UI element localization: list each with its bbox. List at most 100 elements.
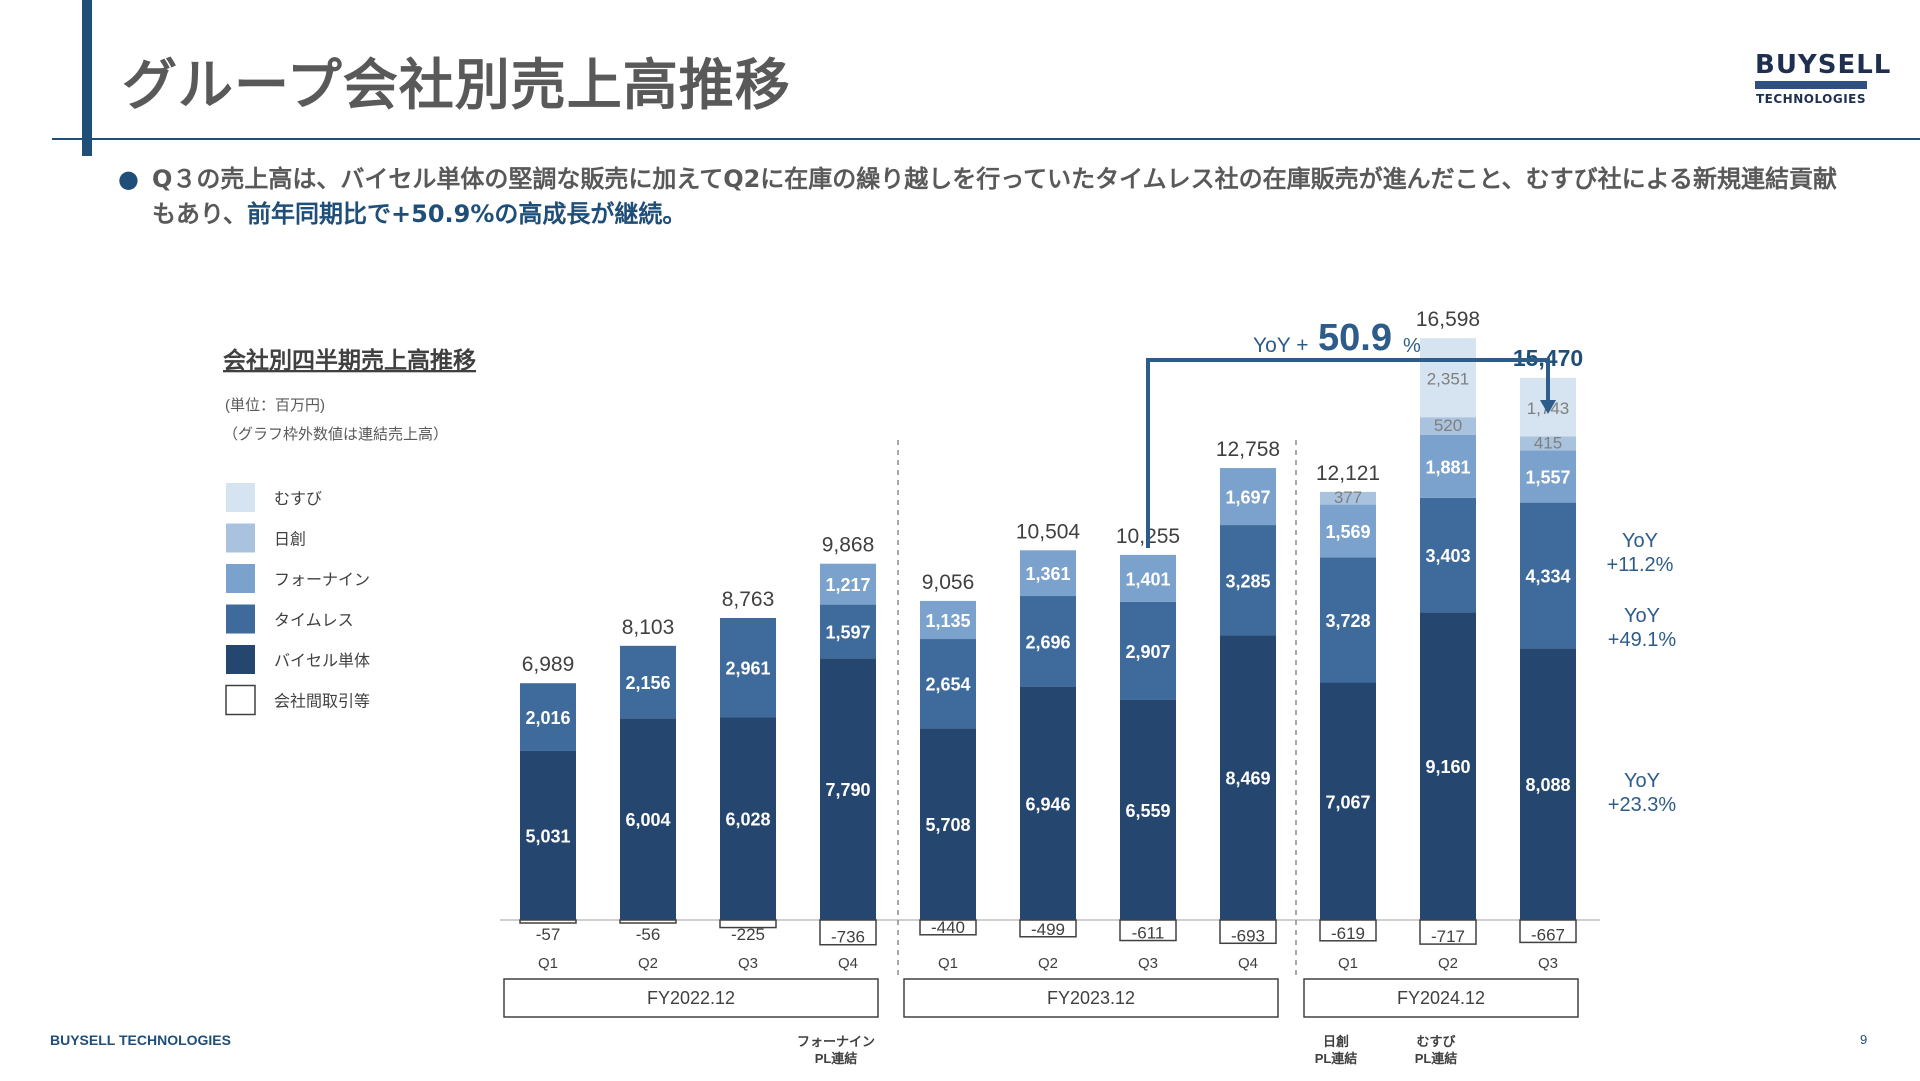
- accent-bar: [82, 0, 92, 156]
- category-label-9: Q2: [1438, 955, 1458, 972]
- yoy-main-suffix: %: [1403, 335, 1421, 357]
- yoy-arrow-line: [1146, 358, 1550, 548]
- legend-swatch-fourine: [226, 564, 255, 593]
- bar-label-timeless-10: 4,334: [1525, 566, 1570, 586]
- header-divider: [52, 138, 1920, 140]
- consolidation-note-2-line2: PL連結: [1415, 1051, 1458, 1066]
- elim-label-6: -611: [1132, 924, 1165, 943]
- bar-elim-7: [1219, 919, 1277, 945]
- category-label-6: Q3: [1138, 955, 1158, 972]
- yoy-side-fourine-line2: +11.2%: [1607, 554, 1674, 576]
- unit-note: (単位：百万円): [225, 397, 325, 414]
- summary-bullet: ● Q３の売上高は、バイセル単体の堅調な販売に加えてQ2に在庫の繰り越しを行って…: [118, 162, 1858, 232]
- bar-label-buysell-5: 6,946: [1025, 794, 1070, 814]
- bar-label-timeless-4: 2,654: [925, 675, 970, 695]
- legend-label-nissou: 日創: [274, 531, 306, 549]
- bar-buysell-10: [1520, 648, 1576, 920]
- bar-timeless-3: [820, 604, 876, 659]
- bar-buysell-4: [920, 728, 976, 920]
- bar-timeless-7: [1220, 525, 1276, 636]
- bar-label-timeless-9: 3,403: [1425, 546, 1470, 566]
- total-label-1: 8,103: [622, 616, 675, 639]
- category-label-7: Q4: [1238, 955, 1258, 972]
- bar-label-fourine-3: 1,217: [825, 575, 870, 595]
- elim-label-9: -717: [1431, 927, 1465, 946]
- bar-label-timeless-1: 2,156: [625, 673, 670, 693]
- bar-label-timeless-6: 2,907: [1125, 642, 1170, 662]
- bar-elim-6: [1119, 919, 1177, 942]
- bar-label-timeless-7: 3,285: [1225, 571, 1270, 591]
- elim-label-4: -440: [931, 918, 965, 937]
- bar-label-timeless-5: 2,696: [1025, 632, 1070, 652]
- elim-label-7: -693: [1231, 926, 1265, 945]
- legend-label-musubi: むすび: [274, 490, 322, 508]
- bar-label-buysell-1: 6,004: [625, 810, 670, 830]
- bar-label-nissou-8: 377: [1334, 488, 1362, 507]
- elim-label-2: -225: [731, 925, 765, 944]
- yoy-side-timeless-line1: YoY: [1624, 605, 1660, 627]
- legend-swatch-elim: [225, 684, 256, 716]
- sub-note: （グラフ枠外数値は連結売上高）: [223, 426, 448, 443]
- category-label-4: Q1: [938, 955, 958, 972]
- bar-timeless-8: [1320, 557, 1376, 683]
- bar-label-fourine-7: 1,697: [1225, 488, 1270, 508]
- bar-label-timeless-0: 2,016: [525, 708, 570, 728]
- legend-swatch-nissou: [226, 523, 255, 553]
- chart-title: 会社別四半期売上高推移: [223, 347, 476, 373]
- bar-label-musubi-9: 2,351: [1427, 370, 1470, 389]
- bar-elim-10: [1519, 919, 1577, 944]
- bar-buysell-9: [1420, 612, 1476, 920]
- consolidation-note-0-line1: フォーナイン: [797, 1034, 875, 1049]
- bar-label-nissou-9: 520: [1434, 416, 1462, 435]
- total-label-0: 6,989: [522, 653, 575, 676]
- bar-elim-8: [1319, 919, 1377, 942]
- footer-brand: BUYSELL TECHNOLOGIES: [50, 1032, 231, 1048]
- bar-fourine-10: [1520, 450, 1576, 503]
- bar-buysell-5: [1020, 686, 1076, 920]
- legend-swatch-timeless: [226, 604, 255, 634]
- total-label-9: 16,598: [1416, 308, 1480, 331]
- bar-label-buysell-8: 7,067: [1325, 792, 1370, 812]
- yoy-side-buysell-line1: YoY: [1624, 770, 1660, 792]
- bar-label-fourine-8: 1,569: [1325, 522, 1370, 542]
- bar-elim-3: [819, 919, 877, 946]
- bar-buysell-1: [620, 718, 676, 920]
- bar-nissou-8: [1320, 491, 1376, 505]
- bar-fourine-4: [920, 600, 976, 640]
- bar-elim-9: [1419, 919, 1477, 945]
- consolidation-note-1-line2: PL連結: [1315, 1051, 1358, 1066]
- consolidation-note-1-line1: 日創: [1323, 1034, 1349, 1049]
- bar-timeless-0: [520, 683, 576, 751]
- bar-label-buysell-6: 6,559: [1125, 801, 1170, 821]
- elim-label-8: -619: [1331, 924, 1365, 943]
- bar-label-timeless-8: 3,728: [1325, 611, 1370, 631]
- total-label-2: 8,763: [722, 588, 775, 611]
- bar-label-nissou-10: 415: [1534, 433, 1562, 452]
- bar-timeless-1: [620, 645, 676, 719]
- bar-label-buysell-10: 8,088: [1525, 775, 1570, 795]
- legend-label-fourine: フォーナイン: [274, 572, 370, 589]
- bar-timeless-9: [1420, 497, 1476, 613]
- elim-label-10: -667: [1531, 925, 1565, 944]
- bar-timeless-6: [1120, 601, 1176, 700]
- bar-label-fourine-4: 1,135: [925, 611, 970, 631]
- category-label-5: Q2: [1038, 955, 1058, 972]
- bar-fourine-9: [1420, 434, 1476, 498]
- bar-buysell-6: [1120, 699, 1176, 920]
- bar-elim-0: [519, 919, 577, 924]
- elim-label-0: -57: [536, 925, 561, 944]
- bar-label-buysell-9: 9,160: [1425, 757, 1470, 777]
- fy-label-2: FY2024.12: [1397, 988, 1485, 1008]
- bar-label-fourine-10: 1,557: [1525, 467, 1570, 487]
- total-label-7: 12,758: [1216, 438, 1280, 461]
- total-label-3: 9,868: [822, 534, 875, 557]
- bar-elim-4: [919, 919, 977, 936]
- consolidation-note-2-line1: むすび: [1416, 1034, 1456, 1049]
- bar-label-fourine-5: 1,361: [1025, 564, 1070, 584]
- logo-subtext: TECHNOLOGIES: [1755, 92, 1867, 106]
- bar-fourine-7: [1220, 468, 1276, 526]
- bar-nissou-9: [1420, 417, 1476, 435]
- bar-fourine-5: [1020, 550, 1076, 597]
- bar-label-fourine-6: 1,401: [1125, 569, 1170, 589]
